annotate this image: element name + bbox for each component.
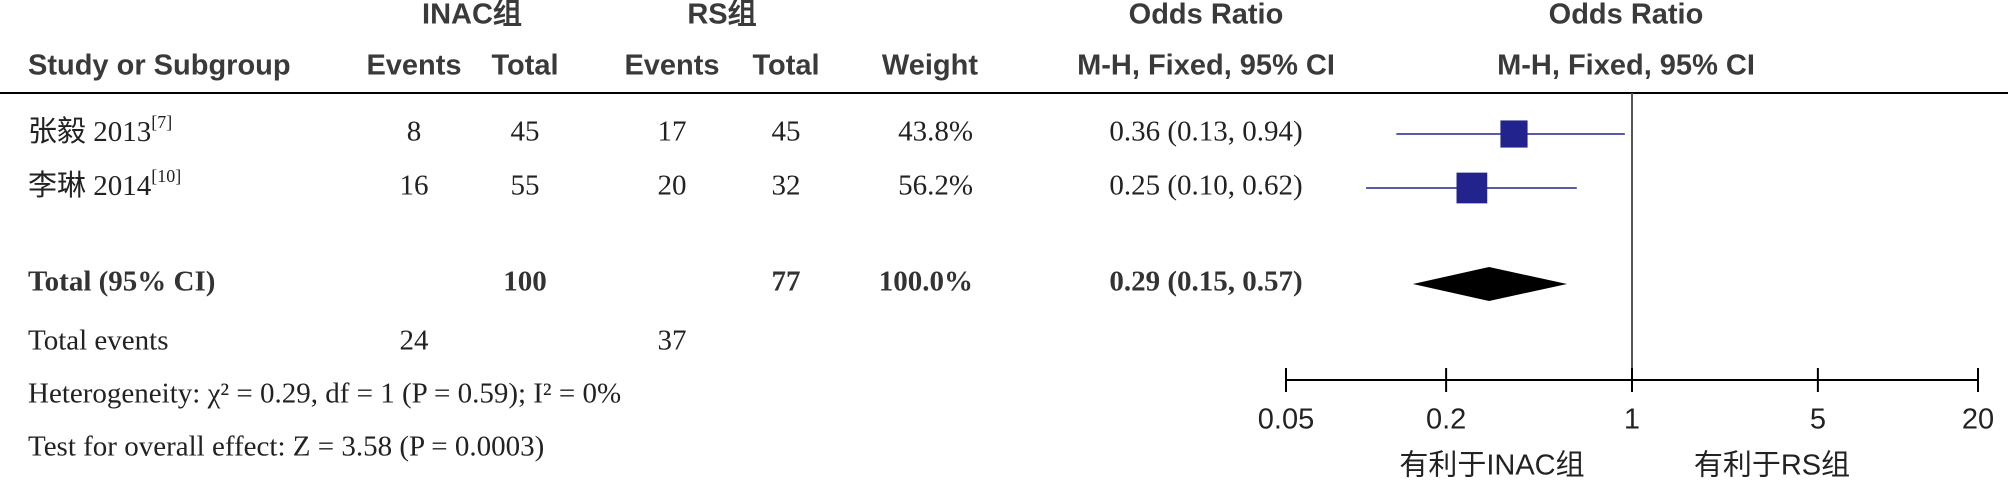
x-tick-label: 0.05 — [1258, 404, 1314, 436]
overall-effect: Test for overall effect: Z = 3.58 (P = 0… — [28, 431, 544, 463]
study-marker — [1500, 120, 1528, 148]
total-name: Total (95% CI) — [28, 266, 215, 298]
cell: 8 — [407, 116, 422, 148]
weight: 43.8% — [898, 116, 973, 148]
column-header: Weight — [882, 50, 978, 82]
summary-diamond — [1412, 267, 1568, 301]
column-header: M-H, Fixed, 95% CI — [1497, 50, 1755, 82]
cell: 17 — [658, 116, 687, 148]
column-header: Total — [752, 50, 819, 82]
total-events: 37 — [658, 325, 687, 357]
group-header: RS组 — [687, 0, 756, 31]
total-events: 24 — [400, 325, 430, 357]
study-label: 张毅 2013 — [28, 115, 151, 148]
cell: 45 — [511, 116, 540, 148]
column-header: M-H, Fixed, 95% CI — [1077, 50, 1335, 82]
x-label-right: 有利于RS组 — [1694, 449, 1850, 482]
x-tick-label: 0.2 — [1426, 404, 1466, 436]
total-cell: 77 — [772, 266, 801, 298]
study-marker — [1456, 172, 1488, 204]
column-header: Events — [366, 50, 461, 82]
study-ref: [7] — [151, 112, 172, 132]
cell: 45 — [772, 116, 801, 148]
or-ci: 0.36 (0.13, 0.94) — [1109, 116, 1302, 148]
study-label: 李琳 2014 — [28, 169, 152, 202]
column-header: Total — [491, 50, 558, 82]
x-tick-label: 5 — [1810, 404, 1826, 436]
weight: 56.2% — [898, 170, 973, 202]
group-header: Odds Ratio — [1549, 0, 1704, 31]
total-events-label: Total events — [28, 325, 169, 357]
cell: 20 — [658, 170, 687, 202]
study-name: 张毅 2013[7] — [28, 112, 172, 148]
cell: 32 — [772, 170, 801, 202]
or-ci: 0.25 (0.10, 0.62) — [1109, 170, 1302, 202]
group-header: INAC组 — [422, 0, 522, 31]
heterogeneity: Heterogeneity: χ² = 0.29, df = 1 (P = 0.… — [28, 378, 621, 410]
study-ref: [10] — [151, 166, 181, 186]
column-header: Events — [624, 50, 719, 82]
study-name: 李琳 2014[10] — [28, 166, 181, 202]
total-cell: 100 — [503, 266, 547, 298]
total-or-ci: 0.29 (0.15, 0.57) — [1109, 266, 1302, 298]
total-weight: 100.0% — [879, 266, 973, 298]
cell: 55 — [511, 170, 540, 202]
x-tick-label: 1 — [1624, 404, 1640, 436]
x-label-left: 有利于INAC组 — [1399, 449, 1584, 482]
cell: 16 — [400, 170, 429, 202]
column-header: Study or Subgroup — [28, 50, 291, 82]
group-header: Odds Ratio — [1129, 0, 1284, 31]
x-tick-label: 20 — [1962, 404, 1994, 436]
